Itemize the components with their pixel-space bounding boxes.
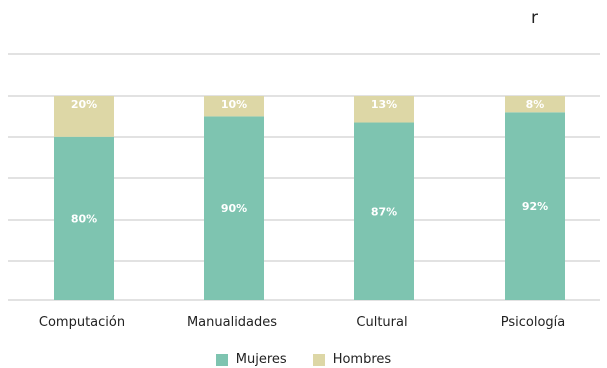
legend: Mujeres Hombres: [0, 352, 607, 367]
bar-hombres-2: [354, 96, 414, 123]
x-tick-label-1: Manualidades: [187, 315, 277, 330]
bar-mujeres-0: [54, 136, 114, 300]
data-label-hombres-2: 13%: [371, 98, 397, 111]
data-label-hombres-1: 10%: [221, 98, 247, 111]
bar-mujeres-1: [204, 116, 264, 301]
header-mark: r: [531, 8, 538, 28]
x-tick-label-0: Computación: [39, 315, 125, 330]
bar-hombres-0: [54, 96, 114, 137]
data-label-hombres-3: 8%: [526, 98, 545, 111]
bar-hombres-1: [204, 96, 264, 117]
bar-mujeres-3: [505, 112, 565, 300]
data-label-mujeres-1: 90%: [221, 202, 247, 215]
legend-label-hombres: Hombres: [332, 352, 392, 367]
legend-swatch-hombres: [312, 353, 325, 366]
data-label-mujeres-3: 92%: [522, 200, 548, 213]
legend-label-mujeres: Mujeres: [235, 352, 287, 367]
legend-item-mujeres[interactable]: Mujeres: [215, 352, 287, 367]
legend-item-hombres[interactable]: Hombres: [312, 352, 392, 367]
legend-swatch-mujeres: [215, 353, 228, 366]
data-label-mujeres-2: 87%: [371, 205, 397, 218]
data-label-hombres-0: 20%: [71, 98, 97, 111]
data-label-mujeres-0: 80%: [71, 212, 97, 225]
bar-mujeres-2: [354, 122, 414, 301]
x-tick-label-3: Psicología: [501, 315, 566, 330]
x-tick-label-2: Cultural: [356, 315, 407, 330]
bar-hombres-3: [505, 96, 565, 113]
